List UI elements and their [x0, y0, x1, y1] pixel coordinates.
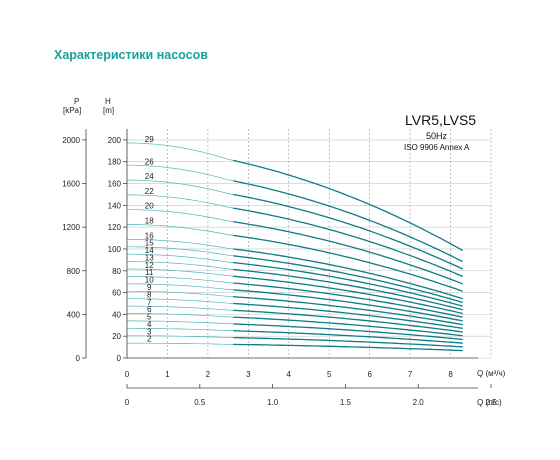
y-inner-tick-label: 20: [112, 332, 121, 341]
x-m3h-tick-label: 7: [408, 370, 413, 379]
pump-curve: [233, 323, 463, 341]
curve-stage-label: 4: [147, 320, 152, 329]
pump-curve: [233, 207, 463, 278]
pump-curve-thin: [127, 142, 463, 251]
x-ls-tick-label: 1.5: [340, 398, 352, 407]
x-ls-tick-label: 2.0: [413, 398, 425, 407]
y-inner-tick-label: 100: [108, 245, 122, 254]
pump-curve: [233, 309, 463, 333]
y-outer-tick-label: 0: [76, 354, 81, 363]
y-inner-axis-label: H: [105, 97, 111, 106]
pump-curve: [233, 193, 463, 270]
x-ls-axis-label: Q (л/с): [477, 398, 502, 407]
page-title: Характеристики насосов: [54, 48, 208, 62]
curve-stage-label: 3: [147, 327, 152, 336]
curve-stage-label: 8: [147, 290, 152, 299]
pump-curve: [233, 255, 463, 304]
pump-curve: [233, 302, 463, 329]
pump-curve-thin: [127, 305, 463, 333]
curve-stage-label: 22: [145, 187, 154, 196]
chart-standard: ISO 9906 Annex A: [404, 143, 470, 152]
curve-stage-label: 20: [145, 202, 154, 211]
x-ls-tick-label: 0: [125, 398, 130, 407]
curve-group: [126, 142, 464, 352]
x-ls-tick-label: 2.5: [485, 398, 497, 407]
x-m3h-axis-label: Q (м³/ч): [477, 369, 506, 378]
chart-frequency: 50Hz: [426, 131, 448, 141]
y-inner-tick-label: 140: [108, 201, 122, 210]
pump-curve: [233, 336, 463, 348]
curve-stage-label: 24: [145, 172, 154, 181]
y-inner-tick-label: 60: [112, 289, 121, 298]
curve-stage-label: 26: [145, 157, 154, 166]
y-outer-tick-label: 800: [67, 267, 81, 276]
curve-stage-label: 13: [145, 253, 154, 262]
y-inner-tick-label: 160: [108, 180, 122, 189]
x-m3h-tick-label: 3: [246, 370, 251, 379]
x-ls-tick-label: 0.5: [194, 398, 206, 407]
y-inner-tick-label: 80: [112, 267, 121, 276]
pump-curve: [233, 343, 463, 352]
pump-curve: [233, 159, 464, 252]
pump-curve: [233, 282, 463, 318]
curve-stage-label: 29: [145, 135, 154, 144]
y-outer-axis-label: P: [74, 97, 79, 106]
y-inner-axis-unit: [m]: [103, 106, 114, 115]
pump-curve: [233, 268, 463, 311]
curve-stage-label: 14: [145, 246, 154, 255]
y-inner-tick-label: 120: [108, 223, 122, 232]
chart-grid: [126, 129, 492, 359]
pump-curve: [233, 261, 463, 307]
curve-stage-label: 18: [145, 217, 154, 226]
y-outer-tick-label: 1600: [62, 180, 80, 189]
pump-curve: [233, 296, 463, 326]
pump-curve: [233, 248, 463, 300]
pump-curve: [233, 275, 463, 315]
curve-stage-label: 16: [145, 231, 154, 240]
pump-curve: [233, 316, 463, 337]
y-outer-tick-label: 400: [67, 310, 81, 319]
pump-curve: [233, 330, 463, 344]
chart-title: LVR5,LVS5: [405, 112, 476, 128]
y-outer-tick-label: 1200: [62, 223, 80, 232]
curve-stage-label: 5: [147, 313, 152, 322]
x-m3h-tick-label: 1: [165, 370, 170, 379]
pump-curve: [233, 234, 463, 292]
curve-stage-label: 2: [147, 335, 152, 344]
x-m3h-tick-label: 2: [206, 370, 211, 379]
pump-curve: [233, 180, 463, 263]
y-inner-tick-label: 180: [108, 158, 122, 167]
pump-curve: [233, 289, 463, 322]
x-m3h-tick-label: 0: [125, 370, 130, 379]
x-m3h-tick-label: 4: [287, 370, 292, 379]
x-m3h-tick-label: 6: [367, 370, 372, 379]
x-m3h-tick-label: 5: [327, 370, 332, 379]
y-inner-tick-label: 0: [117, 354, 122, 363]
curve-stage-label: 11: [145, 268, 154, 277]
y-outer-axis-unit: [kPa]: [63, 106, 81, 115]
y-inner-tick-label: 200: [108, 136, 122, 145]
x-m3h-tick-label: 8: [448, 370, 453, 379]
y-outer-tick-label: 2000: [62, 136, 80, 145]
curve-stage-label: 10: [145, 276, 154, 285]
pump-curve: [233, 221, 463, 285]
curve-stage-label: 6: [147, 305, 152, 314]
curve-stage-label: 12: [145, 261, 154, 270]
curve-stage-label: 7: [147, 298, 152, 307]
y-inner-tick-label: 40: [112, 310, 121, 319]
x-ls-tick-label: 1.0: [267, 398, 279, 407]
curve-stage-label: 9: [147, 283, 152, 292]
curve-stage-label: 15: [145, 239, 154, 248]
